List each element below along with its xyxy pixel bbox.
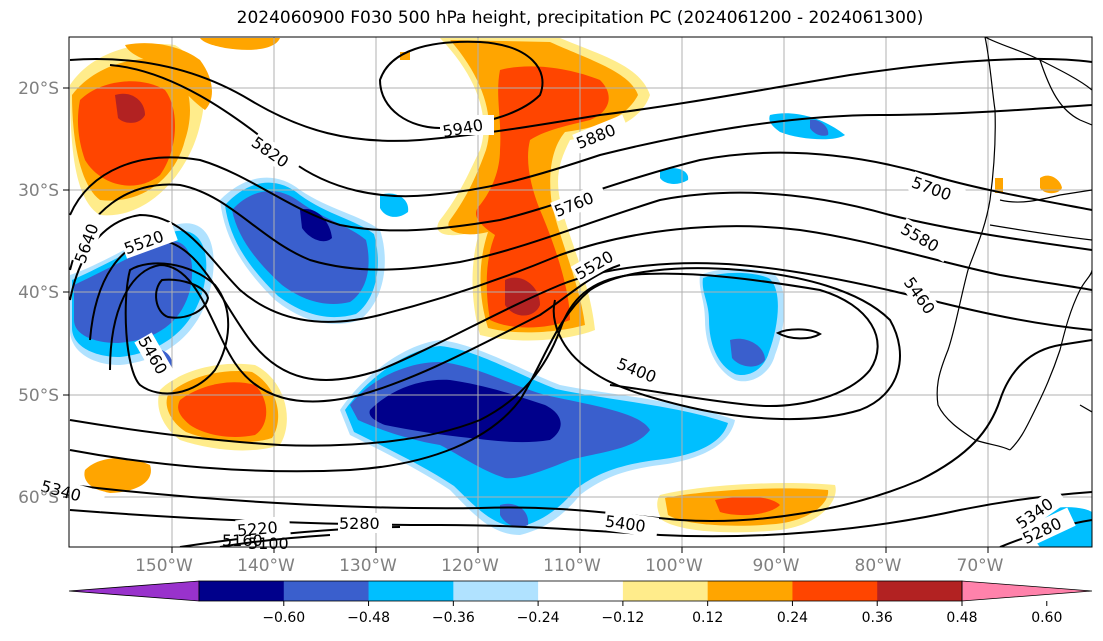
contour-5340 <box>69 339 1092 522</box>
colorbar-tick-label: 0.24 <box>777 610 808 626</box>
contour-label-5160: 5160 <box>222 531 263 550</box>
colorbar: −0.60 −0.48 −0.36 −0.24 −0.12 0.12 0.24 0.36 0.4… <box>68 580 1093 626</box>
lon-label-100w: 100°W <box>645 556 703 576</box>
colorbar-extend-high <box>961 580 1093 602</box>
lon-label-130w: 130°W <box>339 556 397 576</box>
lon-label-150w: 150°W <box>135 556 193 576</box>
contour-5760 <box>69 151 1092 232</box>
contour-label-5100: 5100 <box>248 534 289 553</box>
lon-label-80w: 80°W <box>855 556 902 576</box>
lon-label-70w: 70°W <box>957 556 1004 576</box>
colorbar-tick-label: −0.48 <box>347 610 390 626</box>
precipitation-layer <box>70 38 1092 547</box>
lat-label-50s: 50°S <box>18 386 59 406</box>
colorbar-segment <box>283 581 370 601</box>
contour-5520-closed <box>155 278 210 319</box>
map-title: 2024060900 F030 500 hPa height, precipit… <box>236 8 924 28</box>
colorbar-segment <box>453 581 539 601</box>
coastline <box>936 37 1092 451</box>
lat-label-20s: 20°S <box>18 79 59 99</box>
latitude-axis: 20°S 30°S 40°S 50°S 60°S <box>18 79 69 508</box>
colorbar-tick-label: 0.60 <box>1031 610 1062 626</box>
lon-label-140w: 140°W <box>237 556 295 576</box>
colorbar-segment <box>622 581 709 601</box>
lon-label-110w: 110°W <box>543 556 601 576</box>
colorbar-tick-label: −0.12 <box>601 610 644 626</box>
lat-label-30s: 30°S <box>18 181 59 201</box>
contour-5400-closed <box>775 328 822 340</box>
colorbar-tick-label: 0.48 <box>946 610 977 626</box>
lat-label-40s: 40°S <box>18 283 59 303</box>
colorbar-segment <box>877 581 963 601</box>
lon-label-120w: 120°W <box>441 556 499 576</box>
contour-5520 <box>109 263 621 403</box>
lon-label-90w: 90°W <box>753 556 800 576</box>
colorbar-segments <box>68 580 1093 602</box>
colorbar-tick-label: −0.60 <box>262 610 305 626</box>
colorbar-tick-label: 0.36 <box>862 610 893 626</box>
contour-5700 <box>69 183 1092 271</box>
precip-positive-regions <box>70 38 1062 533</box>
colorbar-tick-label: 0.12 <box>692 610 723 626</box>
lat-label-60s: 60°S <box>18 488 59 508</box>
contour-5640 <box>69 213 1092 323</box>
colorbar-tick-label: −0.24 <box>517 610 560 626</box>
contour-5880 <box>69 57 1092 142</box>
contour-5460-inner <box>124 262 230 395</box>
contour-5160 <box>219 534 331 547</box>
colorbar-ticks: −0.60 −0.48 −0.36 −0.24 −0.12 0.12 0.24 0.36 0.4… <box>262 601 1062 626</box>
colorbar-segment <box>538 581 624 601</box>
contour-5940 <box>378 40 544 130</box>
gridlines <box>69 37 1092 547</box>
contour-label-5280-center: 5280 <box>339 514 380 533</box>
contour-5580 <box>89 238 1092 381</box>
contour-5400 <box>69 267 901 473</box>
colorbar-segment <box>199 581 285 601</box>
colorbar-segment <box>792 581 878 601</box>
colorbar-segment <box>368 581 454 601</box>
contour-label-5220: 5220 <box>236 518 278 540</box>
colorbar-outline <box>198 580 963 602</box>
colorbar-segment <box>707 581 793 601</box>
longitude-axis: 150°W 140°W 130°W 120°W 110°W 100°W 90°W… <box>135 547 1004 576</box>
colorbar-tick-label: −0.36 <box>432 610 475 626</box>
